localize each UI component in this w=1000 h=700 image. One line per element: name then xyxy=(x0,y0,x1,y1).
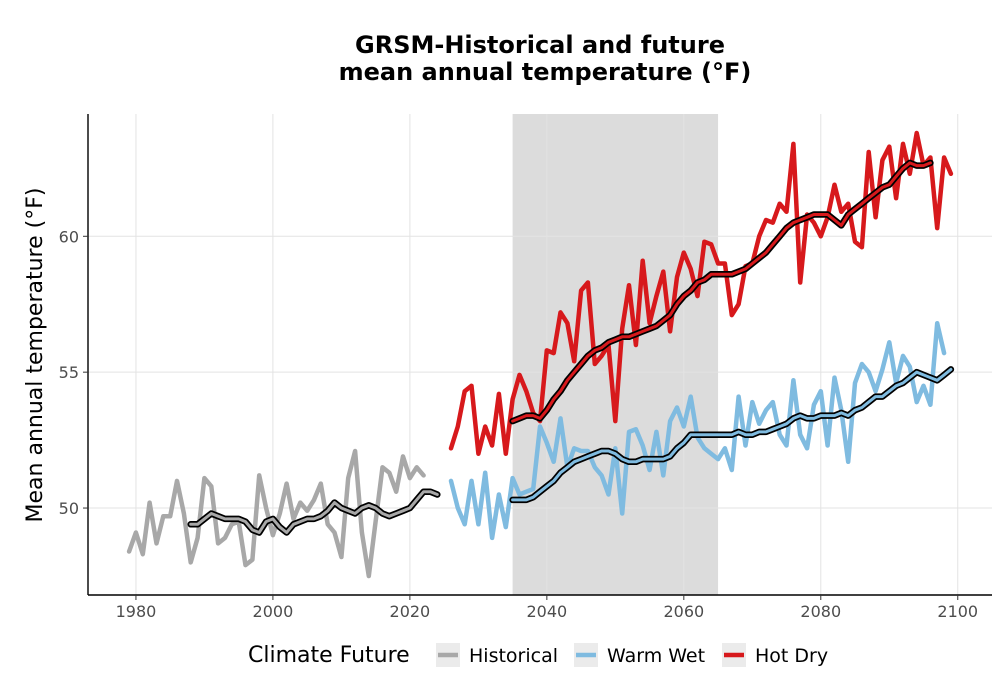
chart-title: GRSM-Historical and future mean annual t… xyxy=(339,31,752,86)
x-tick-label: 2020 xyxy=(390,602,431,621)
legend-label-historical: Historical xyxy=(469,645,558,667)
y-tick-label: 55 xyxy=(59,363,79,382)
legend-label-hot-dry: Hot Dry xyxy=(755,645,828,667)
legend: Climate Future Historical Warm Wet Hot Dry xyxy=(248,643,828,668)
series-layer xyxy=(126,130,955,579)
legend-label-warm-wet: Warm Wet xyxy=(607,645,705,667)
y-tick-label: 60 xyxy=(59,227,79,246)
grid-layer xyxy=(88,114,992,595)
series-hot-dry-smoothed-line xyxy=(511,161,932,423)
axis-layer xyxy=(83,114,992,600)
y-tick-label: 50 xyxy=(59,499,79,518)
shaded-period xyxy=(512,114,719,595)
chart-title-line-2: mean annual temperature (°F) xyxy=(339,58,752,86)
tick-label-layer: 1980 2000 2020 2040 2060 2080 2100 50 55 60 xyxy=(59,227,978,621)
x-tick-label: 2100 xyxy=(937,602,978,621)
x-tick-label: 2000 xyxy=(253,602,294,621)
shaded-period-layer xyxy=(512,114,719,595)
series-warm-wet-smoothed-line xyxy=(511,367,953,502)
x-tick-label: 1980 xyxy=(116,602,157,621)
x-tick-label: 2040 xyxy=(526,602,567,621)
x-tick-label: 2080 xyxy=(800,602,841,621)
x-tick-label: 2060 xyxy=(663,602,704,621)
chart-title-line-1: GRSM-Historical and future xyxy=(355,31,725,59)
series-historical-smoothed-line xyxy=(189,490,439,534)
legend-title: Climate Future xyxy=(248,643,410,668)
y-axis-title: Mean annual temperature (°F) xyxy=(23,188,48,523)
